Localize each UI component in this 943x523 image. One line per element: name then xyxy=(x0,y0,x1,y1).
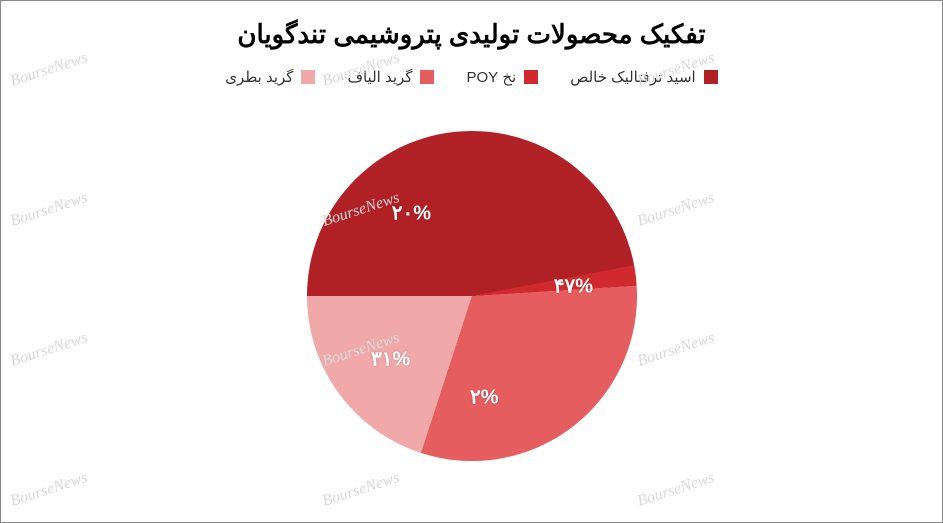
legend-swatch xyxy=(301,70,315,84)
legend-item: اسید ترفتالیک خالص xyxy=(570,68,718,86)
chart-legend: اسید ترفتالیک خالص نخ POY گرید الیاف گرید ب… xyxy=(1,68,942,86)
pie-wrap: ۴۷% ۲% ۳۱% ۲۰% xyxy=(307,131,637,461)
slice-label: ۴۷% xyxy=(554,274,593,299)
chart-area: ۴۷% ۲% ۳۱% ۲۰% xyxy=(1,86,942,506)
legend-label: اسید ترفتالیک خالص xyxy=(570,68,696,86)
slice-label: ۲% xyxy=(470,385,499,410)
legend-label: گرید الیاف xyxy=(347,68,412,86)
legend-item: نخ POY xyxy=(466,68,538,86)
legend-label: نخ POY xyxy=(466,68,516,86)
slice-label: ۲۰% xyxy=(392,201,431,226)
legend-swatch xyxy=(704,70,718,84)
legend-item: گرید بطری xyxy=(225,68,315,86)
legend-swatch xyxy=(524,70,538,84)
chart-title: تفکیک محصولات تولیدی پتروشیمی تندگویان xyxy=(1,1,942,50)
legend-label: گرید بطری xyxy=(225,68,293,86)
slice-label: ۳۱% xyxy=(371,346,410,371)
legend-item: گرید الیاف xyxy=(347,68,434,86)
legend-swatch xyxy=(420,70,434,84)
